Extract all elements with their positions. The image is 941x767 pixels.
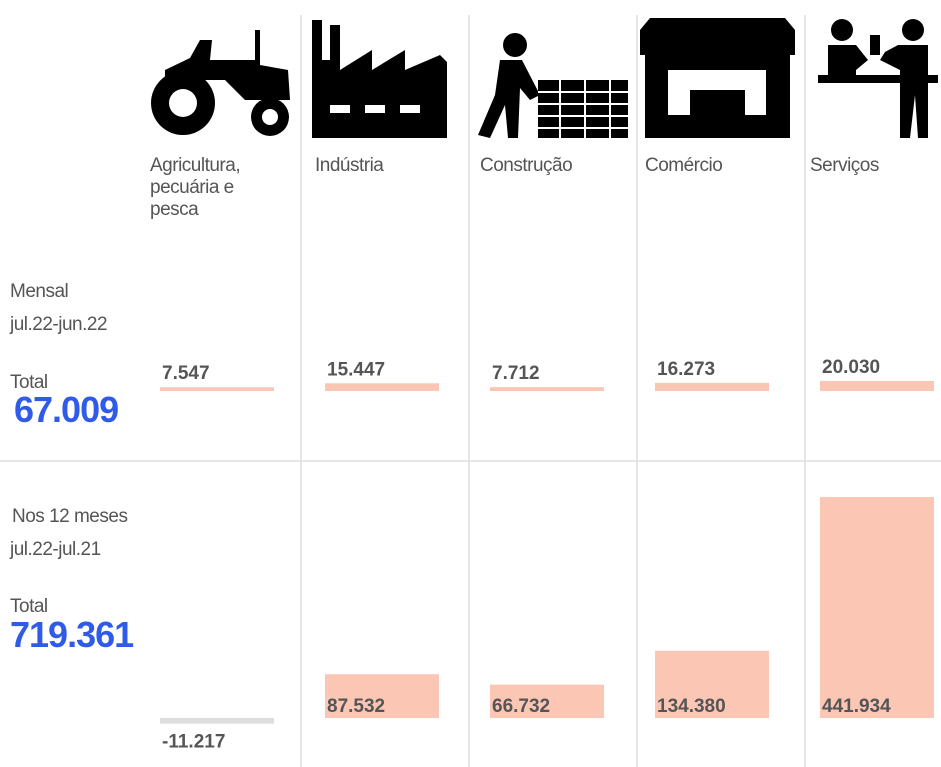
total-value: 67.009 [14, 389, 118, 430]
series-name: Mensal [10, 281, 68, 302]
bar [490, 387, 604, 391]
dividers [0, 15, 941, 767]
total-label: Total [10, 596, 48, 617]
total-value: 719.361 [10, 614, 134, 655]
category-label: Comércio [645, 155, 723, 176]
value-label: 20.030 [822, 357, 880, 378]
series-name: Nos 12 meses [12, 506, 127, 527]
value-label: 15.447 [327, 359, 385, 380]
bar [160, 387, 274, 391]
bar [490, 684, 604, 718]
value-label: 66.732 [492, 696, 550, 717]
bar [655, 382, 769, 391]
value-label: 16.273 [657, 359, 715, 380]
period: jul.22-jul.21 [9, 539, 101, 560]
value-label: 7.547 [162, 363, 210, 384]
value-label: 134.380 [657, 696, 726, 717]
bar [325, 674, 439, 718]
bar [325, 383, 439, 391]
bar [655, 650, 769, 718]
category-label: Serviços [810, 155, 879, 176]
total-label: Total [10, 372, 48, 393]
period: jul.22-jun.22 [9, 314, 107, 335]
icons [151, 18, 938, 138]
category-label: Agricultura, pecuária e pesca [150, 155, 241, 220]
bar [160, 718, 274, 724]
value-label: 87.532 [327, 696, 385, 717]
value-label: -11.217 [162, 732, 225, 753]
value-label: 441.934 [822, 696, 891, 717]
value-label: 7.712 [492, 363, 540, 384]
category-label: Indústria [315, 155, 384, 176]
bar [820, 497, 934, 718]
category-label: Construção [480, 155, 573, 176]
bar [820, 380, 934, 391]
